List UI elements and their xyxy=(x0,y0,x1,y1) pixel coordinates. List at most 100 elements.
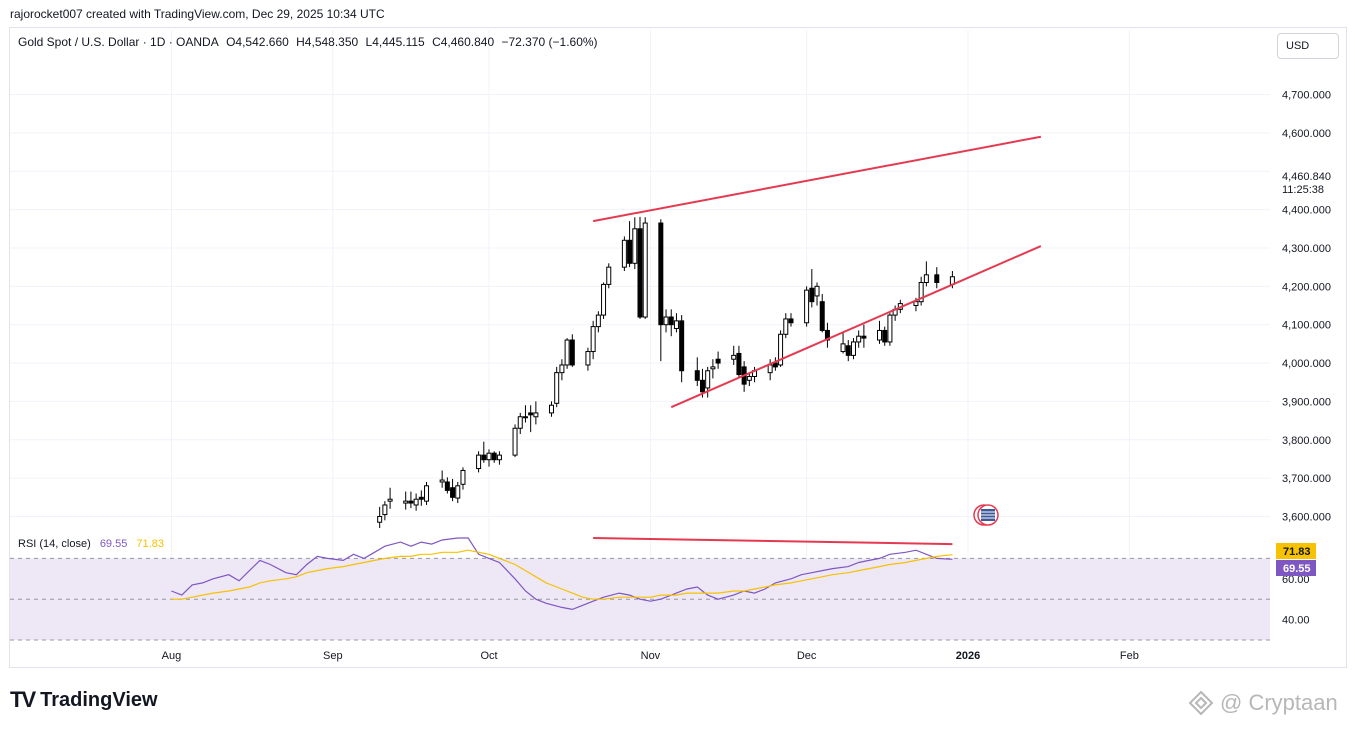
time-tick-label: Sep xyxy=(323,650,343,662)
grid-layer xyxy=(10,30,1270,640)
candle-body xyxy=(674,321,678,329)
candle-body xyxy=(810,288,814,301)
logo-icon xyxy=(1188,690,1214,716)
candle-body xyxy=(716,359,720,363)
time-tick-label: Feb xyxy=(1120,650,1139,662)
candle-body xyxy=(857,336,861,342)
candle-body xyxy=(456,486,460,498)
candle-body xyxy=(935,275,939,283)
rsi-ma-badge: 71.83 xyxy=(1276,543,1316,559)
candle-body xyxy=(477,455,481,468)
candle-body xyxy=(565,340,569,365)
price-badge-value: 4,460.840 xyxy=(1282,171,1331,183)
price-tick-label: 4,600.000 xyxy=(1282,128,1331,140)
candle-body xyxy=(768,365,772,373)
candle-body xyxy=(643,223,647,317)
trendline-lower xyxy=(671,246,1041,407)
candle-body xyxy=(914,302,918,306)
candle-body xyxy=(695,371,699,381)
candle-body xyxy=(425,486,429,501)
candle-body xyxy=(883,330,887,342)
time-tick-label: 2026 xyxy=(956,650,980,662)
candle-body xyxy=(706,371,710,388)
candle-body xyxy=(404,501,408,503)
price-tick-label: 3,900.000 xyxy=(1282,396,1331,408)
candle-body xyxy=(805,290,809,323)
candle-body xyxy=(518,417,522,429)
price-tick-label: 4,100.000 xyxy=(1282,320,1331,332)
candle-body xyxy=(789,319,793,323)
price-tick-label: 4,300.000 xyxy=(1282,243,1331,255)
candle-body xyxy=(409,501,413,503)
high-value: H4,548.350 xyxy=(296,35,358,49)
symbol-legend: Gold Spot / U.S. Dollar · 1D · OANDA O4,… xyxy=(18,35,602,49)
rsi-value: 69.55 xyxy=(100,538,128,550)
candle-body xyxy=(378,516,382,522)
watermark-text: @ Cryptaan xyxy=(1220,690,1338,716)
candle-body xyxy=(534,413,538,417)
rsi-value-badge: 69.55 xyxy=(1276,560,1316,576)
tradingview-logo[interactable]: TV TradingView xyxy=(10,687,158,713)
rsi-ma-badge-value: 71.83 xyxy=(1283,546,1311,558)
price-tick-label: 3,800.000 xyxy=(1282,435,1331,447)
price-badge-countdown: 11:25:38 xyxy=(1282,184,1324,196)
rsi-value-badge-value: 69.55 xyxy=(1283,563,1311,575)
candle-body xyxy=(784,319,788,334)
price-tick-label: 4,200.000 xyxy=(1282,281,1331,293)
candle-body xyxy=(596,315,600,327)
candle-body xyxy=(607,267,611,284)
candles-layer xyxy=(378,217,955,528)
time-tick-label: Oct xyxy=(480,650,497,662)
candle-body xyxy=(555,373,559,404)
candle-body xyxy=(513,428,517,455)
flag-icon[interactable] xyxy=(974,505,998,525)
candle-body xyxy=(669,317,673,325)
candle-body xyxy=(570,340,574,365)
candle-body xyxy=(388,499,392,501)
open-value: O4,542.660 xyxy=(226,35,289,49)
candle-body xyxy=(440,480,444,482)
candle-body xyxy=(549,405,553,413)
candle-body xyxy=(419,497,423,499)
candle-body xyxy=(586,352,590,365)
rsi-legend: RSI (14, close) 69.55 71.83 xyxy=(18,538,170,550)
rsi-ma-value: 71.83 xyxy=(136,538,164,550)
candle-body xyxy=(659,223,663,325)
time-tick-label: Aug xyxy=(162,650,182,662)
trendline-upper xyxy=(593,137,1041,221)
candle-body xyxy=(862,336,866,338)
candle-body xyxy=(851,342,855,355)
rsi-label: RSI (14, close) xyxy=(18,538,91,550)
watermark: @ Cryptaan xyxy=(1188,690,1338,716)
candle-body xyxy=(461,470,465,484)
price-tick-label: 4,400.000 xyxy=(1282,205,1331,217)
tradingview-mark-icon: TV xyxy=(10,687,34,713)
rsi-divergence-line xyxy=(593,538,952,544)
candle-body xyxy=(664,317,668,325)
candle-body xyxy=(815,286,819,296)
candle-body xyxy=(482,455,486,460)
candle-body xyxy=(445,482,449,490)
candle-body xyxy=(560,365,564,373)
candle-body xyxy=(602,284,606,315)
price-tick-label: 4,000.000 xyxy=(1282,358,1331,370)
candle-body xyxy=(680,321,684,371)
candle-body xyxy=(383,505,387,515)
rsi-pane xyxy=(10,538,1270,640)
candle-body xyxy=(487,453,491,460)
candle-body xyxy=(747,376,751,380)
candle-body xyxy=(451,488,455,498)
candle-body xyxy=(773,363,777,367)
price-tick-label: 4,700.000 xyxy=(1282,90,1331,102)
candle-body xyxy=(638,229,642,317)
candle-body xyxy=(888,315,892,342)
candle-body xyxy=(628,240,632,263)
time-tick-label: Nov xyxy=(641,650,661,662)
candle-body xyxy=(841,344,845,352)
currency-button[interactable]: USD xyxy=(1277,33,1339,59)
candle-body xyxy=(846,346,850,356)
price-badge: 4,460.840 11:25:38 xyxy=(1273,166,1343,196)
candle-body xyxy=(924,275,928,283)
candle-body xyxy=(529,413,533,415)
